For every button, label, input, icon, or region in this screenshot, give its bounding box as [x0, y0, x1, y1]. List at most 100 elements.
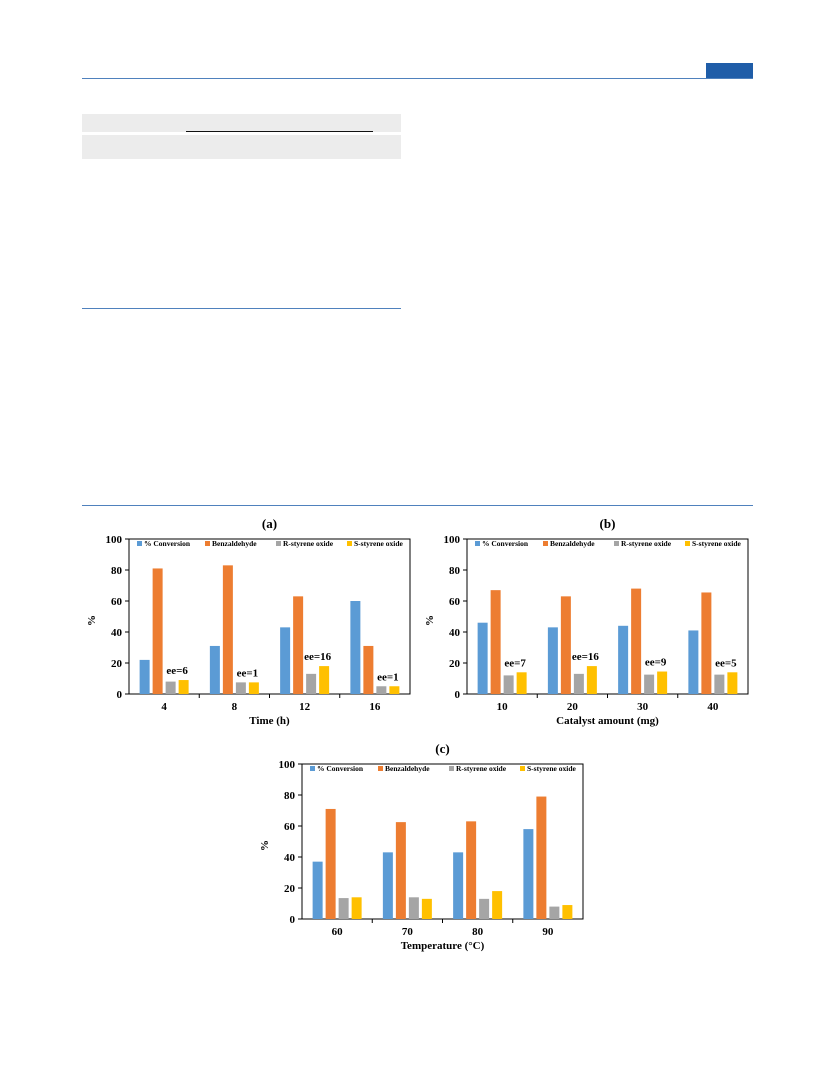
- bar-r-styrene-oxide: [235, 682, 246, 694]
- panel-label: (a): [262, 516, 277, 531]
- table-bottom-rule: [82, 308, 401, 309]
- x-tick-label: 60: [332, 926, 344, 938]
- y-tick-label: 40: [449, 627, 461, 639]
- bar-s-styrene-oxide: [178, 680, 189, 694]
- bar-benzaldehyde: [363, 645, 374, 694]
- bar-r-styrene-oxide: [165, 681, 176, 694]
- bar-benzaldehyde: [325, 808, 336, 919]
- x-axis-title: Time (h): [249, 715, 290, 727]
- legend-label: R-styrene oxide: [456, 764, 507, 773]
- legend-label: R-styrene oxide: [621, 539, 672, 548]
- y-tick-label: 60: [111, 596, 123, 608]
- legend-label: S-styrene oxide: [527, 764, 576, 773]
- bar-conversion: [312, 861, 323, 919]
- x-tick-label: 10: [497, 701, 509, 713]
- bar-s-styrene-oxide: [492, 891, 503, 919]
- chart-panel-c: (c) 0 20 40 60 80 100% 60 70 80 90 Temperature (°C)…: [259, 741, 584, 952]
- legend-swatch: [614, 541, 619, 546]
- y-tick-label: 80: [111, 565, 123, 577]
- bar-conversion: [350, 601, 361, 694]
- bar-conversion: [618, 625, 629, 694]
- ee-annotation: ee=1: [237, 667, 259, 679]
- ee-annotation: ee=16: [304, 651, 332, 663]
- y-tick-label: 60: [284, 821, 296, 833]
- y-tick-label: 80: [449, 565, 461, 577]
- x-tick-label: 4: [161, 701, 167, 713]
- y-tick-label: 0: [290, 914, 296, 926]
- bar-r-styrene-oxide: [549, 906, 560, 919]
- bar-benzaldehyde: [490, 590, 501, 694]
- legend-swatch: [685, 541, 690, 546]
- legend-swatch: [310, 766, 315, 771]
- header-rule: [82, 78, 753, 79]
- bar-s-styrene-oxide: [586, 666, 597, 694]
- legend-label: R-styrene oxide: [283, 539, 334, 548]
- x-tick-label: 8: [232, 701, 238, 713]
- legend-label: Benzaldehyde: [212, 539, 257, 548]
- bar-conversion: [688, 630, 699, 694]
- y-tick-label: 40: [284, 852, 296, 864]
- bar-s-styrene-oxide: [389, 686, 400, 694]
- x-tick-label: 70: [402, 926, 414, 938]
- y-tick-label: 100: [444, 534, 461, 546]
- bar-conversion: [382, 852, 393, 919]
- ee-annotation: ee=9: [645, 657, 667, 669]
- bar-benzaldehyde: [536, 796, 547, 919]
- y-tick-label: 60: [449, 596, 461, 608]
- bar-conversion: [547, 627, 558, 694]
- bar-s-styrene-oxide: [657, 671, 668, 694]
- bar-benzaldehyde: [222, 565, 233, 694]
- x-axis-title: Catalyst amount (mg): [556, 715, 659, 727]
- y-tick-label: 0: [455, 689, 461, 701]
- bar-s-styrene-oxide: [516, 672, 527, 694]
- x-axis-title: Temperature (°C): [401, 940, 485, 952]
- bar-s-styrene-oxide: [562, 905, 573, 919]
- bar-s-styrene-oxide: [727, 672, 738, 694]
- legend-swatch: [543, 541, 548, 546]
- legend-label: S-styrene oxide: [692, 539, 741, 548]
- y-tick-label: 20: [111, 658, 123, 670]
- chart-panel-b: (b) 0 20 40 60 80 100% 10 ee=7 20 ee=16 30 ee=9 40 ee=…: [424, 516, 749, 727]
- bar-r-styrene-oxide: [479, 898, 490, 919]
- ee-annotation: ee=7: [504, 657, 526, 669]
- bar-benzaldehyde: [466, 821, 477, 919]
- y-tick-label: 80: [284, 790, 296, 802]
- bar-r-styrene-oxide: [408, 897, 419, 919]
- bar-r-styrene-oxide: [338, 898, 349, 919]
- y-tick-label: 0: [117, 689, 123, 701]
- chart-panel-a: (a) 0 20 40 60 80 100% 4 ee=6 8 ee=1 12 ee=16 16 ee=1 T…: [86, 516, 411, 727]
- legend-swatch: [137, 541, 142, 546]
- bar-benzaldehyde: [631, 588, 642, 694]
- legend-swatch: [378, 766, 383, 771]
- bar-s-styrene-oxide: [351, 897, 362, 919]
- bar-benzaldehyde: [152, 568, 163, 694]
- bar-r-styrene-oxide: [714, 674, 725, 694]
- table-header-rule: [186, 131, 373, 132]
- x-tick-label: 90: [542, 926, 554, 938]
- legend-label: % Conversion: [144, 539, 191, 548]
- y-tick-label: 100: [279, 759, 296, 771]
- bar-r-styrene-oxide: [306, 673, 317, 694]
- bar-conversion: [139, 659, 150, 694]
- x-tick-label: 80: [472, 926, 484, 938]
- x-tick-label: 40: [707, 701, 719, 713]
- bar-conversion: [453, 852, 464, 919]
- ee-annotation: ee=5: [715, 657, 737, 669]
- table-subheader-block: [82, 135, 401, 159]
- page-number-tab: [706, 63, 753, 78]
- y-tick-label: 20: [284, 883, 296, 895]
- bar-conversion: [280, 627, 291, 694]
- ee-annotation: ee=16: [572, 651, 600, 663]
- legend-swatch: [205, 541, 210, 546]
- bar-conversion: [477, 622, 488, 694]
- bar-conversion: [523, 829, 534, 919]
- legend-swatch: [276, 541, 281, 546]
- bar-r-styrene-oxide: [573, 673, 584, 694]
- bar-r-styrene-oxide: [644, 674, 655, 694]
- section-rule: [82, 505, 753, 506]
- ee-annotation: ee=6: [166, 665, 188, 677]
- bar-s-styrene-oxide: [319, 666, 330, 694]
- legend-label: % Conversion: [317, 764, 364, 773]
- legend-label: % Conversion: [482, 539, 529, 548]
- legend-label: Benzaldehyde: [385, 764, 430, 773]
